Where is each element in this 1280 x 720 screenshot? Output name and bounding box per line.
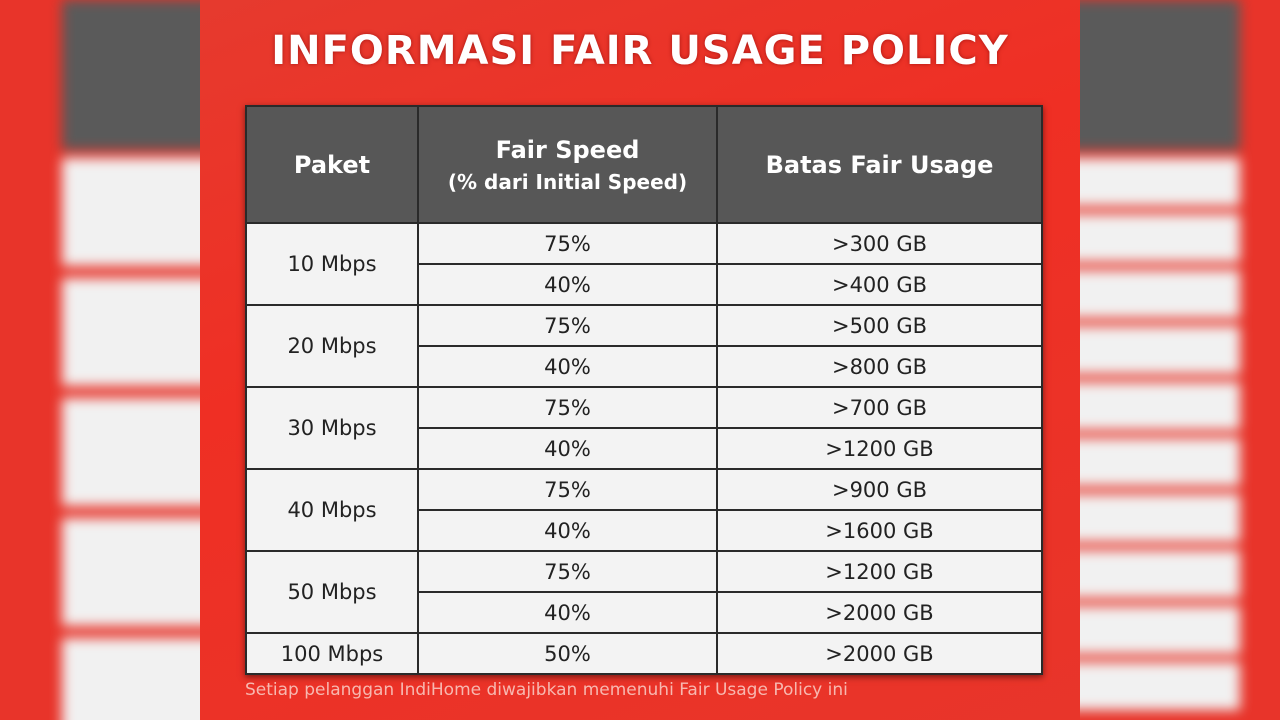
page-title: INFORMASI FAIR USAGE POLICY — [271, 28, 1009, 74]
cell-speed: 40% — [417, 345, 718, 388]
table-header-row: Paket Fair Speed (% dari Initial Speed) B… — [245, 105, 1043, 224]
table-row: 40% >400 GB — [246, 263, 1043, 306]
table-row: 20 Mbps 75% >500 GB — [245, 304, 1043, 388]
cell-paket: 40 Mbps — [245, 468, 419, 552]
header-fair-speed: Fair Speed (% dari Initial Speed) — [417, 105, 718, 224]
cell-paket: 30 Mbps — [245, 386, 419, 470]
footnote: Setiap pelanggan IndiHome diwajibkan mem… — [245, 680, 848, 700]
cell-limit: >1200 GB — [716, 427, 1043, 470]
table-row: 40% >800 GB — [246, 345, 1043, 388]
cell-speed: 40% — [417, 427, 718, 470]
cell-limit: >700 GB — [716, 386, 1043, 429]
blurred-table-right — [1060, 0, 1240, 720]
header-paket: Paket — [245, 105, 419, 224]
cell-speed: 75% — [417, 386, 718, 429]
cell-paket: 100 Mbps — [245, 632, 419, 675]
table-row: 30 Mbps 75% >700 GB — [245, 386, 1043, 470]
cell-speed: 40% — [417, 509, 718, 552]
table-row: 100 Mbps 50% >2000 GB — [245, 632, 1043, 675]
cell-speed: 75% — [417, 304, 718, 347]
cell-limit: >2000 GB — [716, 591, 1043, 634]
cell-limit: >1200 GB — [716, 550, 1043, 593]
cell-speed: 75% — [417, 222, 718, 265]
cell-speed: 75% — [417, 550, 718, 593]
table-row: 50 Mbps 75% >1200 GB — [245, 550, 1043, 634]
table-row: 40% >1200 GB — [246, 427, 1043, 470]
cell-limit: >800 GB — [716, 345, 1043, 388]
table-row: 10 Mbps 75% >300 GB — [245, 222, 1043, 306]
cell-speed: 40% — [417, 263, 718, 306]
cell-limit: >400 GB — [716, 263, 1043, 306]
info-panel: INFORMASI FAIR USAGE POLICY Paket Fair S… — [200, 0, 1080, 720]
fup-table: Paket Fair Speed (% dari Initial Speed) B… — [245, 105, 1043, 675]
cell-limit: >900 GB — [716, 468, 1043, 511]
cell-paket: 50 Mbps — [245, 550, 419, 634]
cell-speed: 75% — [417, 468, 718, 511]
blurred-table-left — [62, 0, 222, 720]
cell-limit: >300 GB — [716, 222, 1043, 265]
cell-limit: >500 GB — [716, 304, 1043, 347]
cell-speed: 40% — [417, 591, 718, 634]
cell-limit: >2000 GB — [716, 632, 1043, 675]
cell-limit: >1600 GB — [716, 509, 1043, 552]
table-row: 40% >1600 GB — [246, 509, 1043, 552]
cell-paket: 10 Mbps — [245, 222, 419, 306]
table-row: 40% >2000 GB — [246, 591, 1043, 634]
cell-paket: 20 Mbps — [245, 304, 419, 388]
table-row: 40 Mbps 75% >900 GB — [245, 468, 1043, 552]
cell-speed: 50% — [417, 632, 718, 675]
header-batas: Batas Fair Usage — [716, 105, 1043, 224]
